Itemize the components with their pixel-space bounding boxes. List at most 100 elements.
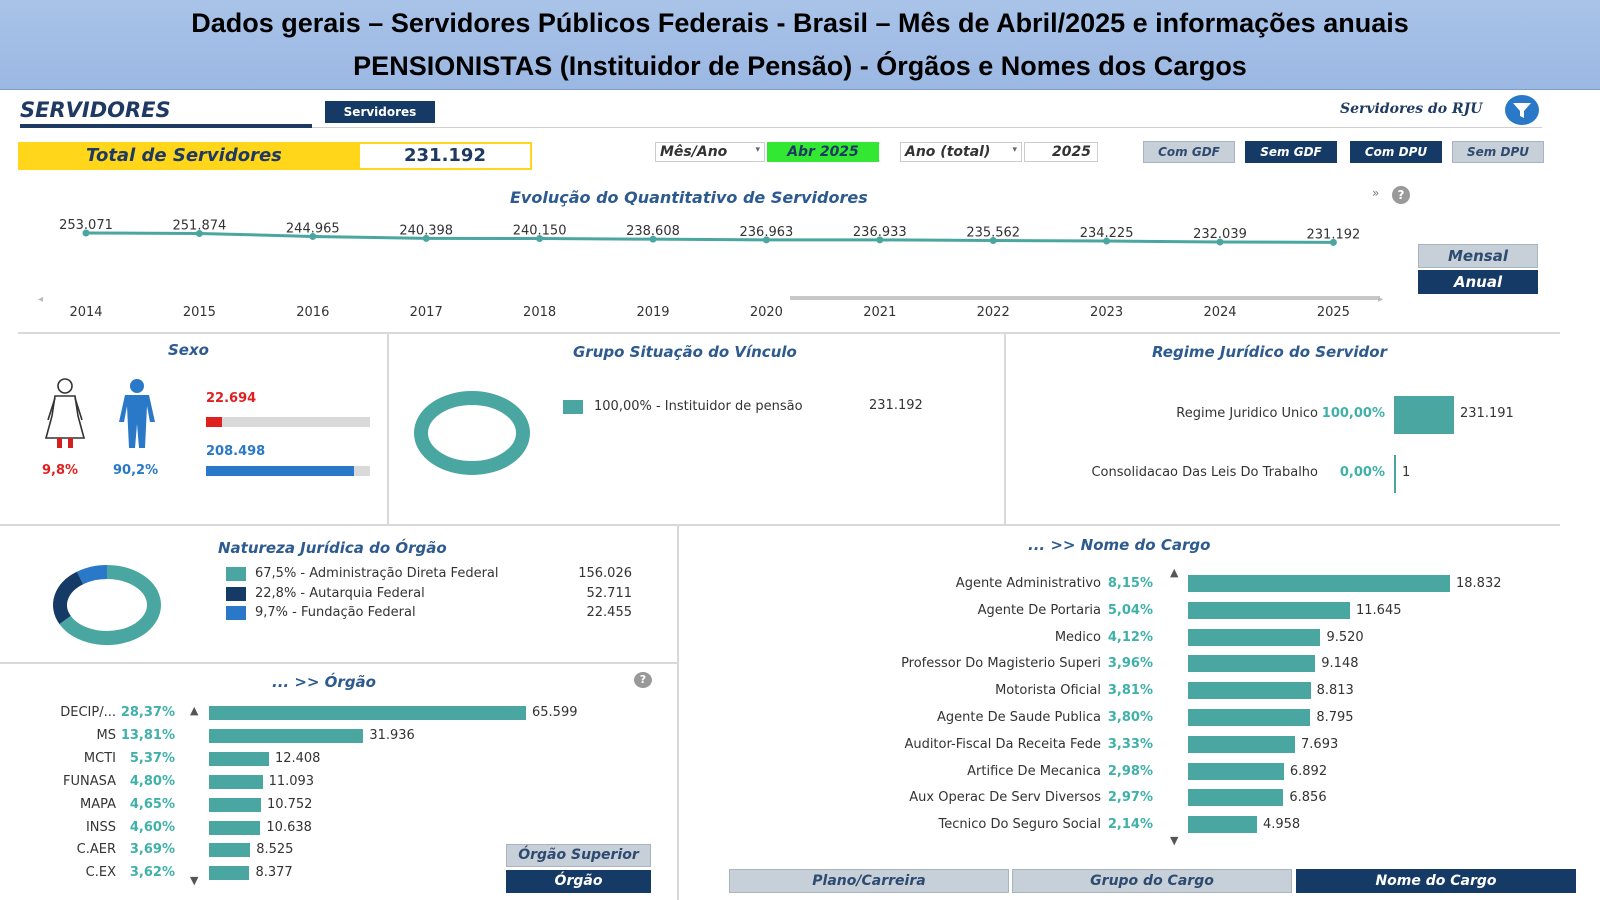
cargo-value: 9.148: [1321, 656, 1359, 672]
donut-slice[interactable]: [77, 565, 108, 585]
chevron-down-icon: ▾: [1012, 145, 1017, 155]
scrollbar[interactable]: [790, 296, 1380, 300]
data-label: 236.963: [740, 225, 794, 240]
data-label: 231.192: [1307, 227, 1361, 242]
filter-icon[interactable]: [1505, 95, 1539, 125]
tab-plano-carreira[interactable]: Plano/Carreira: [729, 869, 1009, 893]
cargo-label: Professor Do Magisterio Superi: [901, 656, 1101, 672]
scroll-down-icon[interactable]: ▼: [1170, 834, 1179, 847]
orgao-label: FUNASA: [63, 773, 116, 789]
regime-pct: 0,00%: [1339, 465, 1385, 480]
cargo-bar[interactable]: [1188, 655, 1316, 673]
banner-line2: PENSIONISTAS (Instituidor de Pensão) - Ó…: [353, 51, 1247, 81]
total-label-box: Total de Servidores: [18, 142, 358, 170]
vinculo-legend: 100,00% - Instituidor de pensão: [594, 399, 803, 414]
com-dpu-button[interactable]: Com DPU: [1350, 141, 1442, 163]
data-point[interactable]: [989, 236, 997, 244]
cargo-bar[interactable]: [1188, 789, 1284, 807]
cargo-bar[interactable]: [1188, 628, 1321, 646]
tab-grupo-do-cargo[interactable]: Grupo do Cargo: [1012, 869, 1292, 893]
com-gdf-button[interactable]: Com GDF: [1143, 141, 1235, 163]
mes-ano-value[interactable]: Abr 2025: [767, 142, 879, 162]
help-icon[interactable]: ?: [1392, 186, 1410, 204]
scroll-down-icon[interactable]: ▼: [190, 874, 199, 887]
orgao-bar[interactable]: [209, 706, 526, 720]
mes-ano-select[interactable]: Mês/Ano ▾: [655, 142, 765, 162]
cargo-bar[interactable]: [1188, 682, 1311, 700]
x-tick-label: 2019: [636, 305, 669, 320]
cargo-bar[interactable]: [1188, 762, 1284, 780]
cargo-bar[interactable]: [1188, 735, 1296, 753]
regime-label: Regime Juridico Unico: [1176, 406, 1318, 421]
data-point[interactable]: [1103, 237, 1111, 245]
regime-pct: 100,00%: [1321, 406, 1385, 421]
scroll-up-icon[interactable]: ▲: [1170, 566, 1179, 579]
row-divider-2: [0, 524, 1560, 526]
data-label: 234.225: [1080, 226, 1134, 241]
help-icon[interactable]: ?: [634, 672, 652, 688]
scroll-right-icon[interactable]: ▸: [1378, 294, 1383, 305]
data-point[interactable]: [195, 229, 203, 237]
cargo-bar[interactable]: [1188, 575, 1450, 592]
regime-bar[interactable]: [1394, 455, 1396, 493]
data-point[interactable]: [422, 234, 430, 242]
mensal-button[interactable]: Mensal: [1418, 244, 1538, 268]
cargo-label: Agente De Saude Publica: [936, 710, 1101, 725]
ano-select[interactable]: Ano (total) ▾: [900, 142, 1022, 162]
x-tick-label: 2025: [1317, 305, 1350, 320]
regime-bar[interactable]: [1394, 396, 1454, 434]
col-divider-3: [677, 526, 679, 900]
donut-slice[interactable]: [53, 571, 84, 625]
x-tick-label: 2023: [1090, 305, 1123, 320]
vinculo-legend-swatch: [563, 400, 583, 414]
orgao-bar[interactable]: [209, 751, 269, 766]
cargo-value: 9.520: [1326, 629, 1364, 645]
evolucao-chart: 253.071 2014 251.874 2015 244.965 2016 240.398…: [38, 218, 1383, 320]
anual-button[interactable]: Anual: [1418, 270, 1538, 294]
tab-nome-do-cargo[interactable]: Nome do Cargo: [1296, 869, 1576, 893]
scroll-left-icon[interactable]: ◂: [38, 294, 43, 305]
cargo-bar[interactable]: [1188, 816, 1257, 834]
title-underline: [20, 124, 312, 128]
data-label: 236.933: [853, 225, 907, 240]
orgao-bar[interactable]: [209, 774, 263, 789]
orgao-button[interactable]: Órgão: [506, 870, 651, 893]
data-label: 235.562: [966, 225, 1020, 240]
data-point[interactable]: [309, 232, 317, 240]
orgao-superior-button[interactable]: Órgão Superior: [506, 844, 651, 867]
orgao-bar[interactable]: [209, 797, 261, 812]
female-bar-track: [206, 417, 370, 427]
cargo-bar[interactable]: [1188, 601, 1350, 619]
sem-gdf-button[interactable]: Sem GDF: [1245, 141, 1337, 163]
orgao-bar[interactable]: [209, 866, 250, 881]
donut-slice[interactable]: [59, 565, 161, 645]
data-point[interactable]: [1216, 238, 1224, 246]
data-point[interactable]: [649, 235, 657, 243]
orgao-pct: 28,37%: [120, 705, 175, 720]
orgao-bar[interactable]: [209, 728, 364, 743]
x-tick-label: 2015: [183, 305, 216, 320]
data-point[interactable]: [762, 236, 770, 244]
orgao-pct: 4,60%: [129, 819, 175, 835]
orgao-pct: 13,81%: [120, 727, 175, 743]
data-point[interactable]: [1329, 238, 1337, 246]
ano-value[interactable]: 2025: [1024, 142, 1098, 162]
cargo-pct: 8,15%: [1107, 576, 1153, 591]
cargo-value: 8.795: [1316, 710, 1354, 725]
scroll-up-icon[interactable]: ▲: [190, 704, 199, 717]
data-point[interactable]: [82, 229, 90, 237]
expand-icon[interactable]: »: [1372, 186, 1380, 200]
ano-label: Ano (total): [905, 144, 991, 160]
tab-servidores[interactable]: Servidores: [325, 101, 435, 123]
data-point[interactable]: [876, 236, 884, 244]
orgao-bar[interactable]: [209, 820, 261, 835]
orgao-bar[interactable]: [209, 843, 251, 858]
sem-dpu-button[interactable]: Sem DPU: [1452, 141, 1544, 163]
data-point[interactable]: [536, 235, 544, 243]
cargo-bar[interactable]: [1188, 709, 1311, 726]
orgao-value: 11.093: [268, 773, 315, 789]
sexo-title: Sexo: [168, 341, 209, 359]
cargo-pct: 2,98%: [1107, 763, 1153, 779]
cargo-label: Tecnico Do Seguro Social: [938, 817, 1102, 833]
legend-label: 67,5% - Administração Direta Federal: [255, 566, 499, 581]
